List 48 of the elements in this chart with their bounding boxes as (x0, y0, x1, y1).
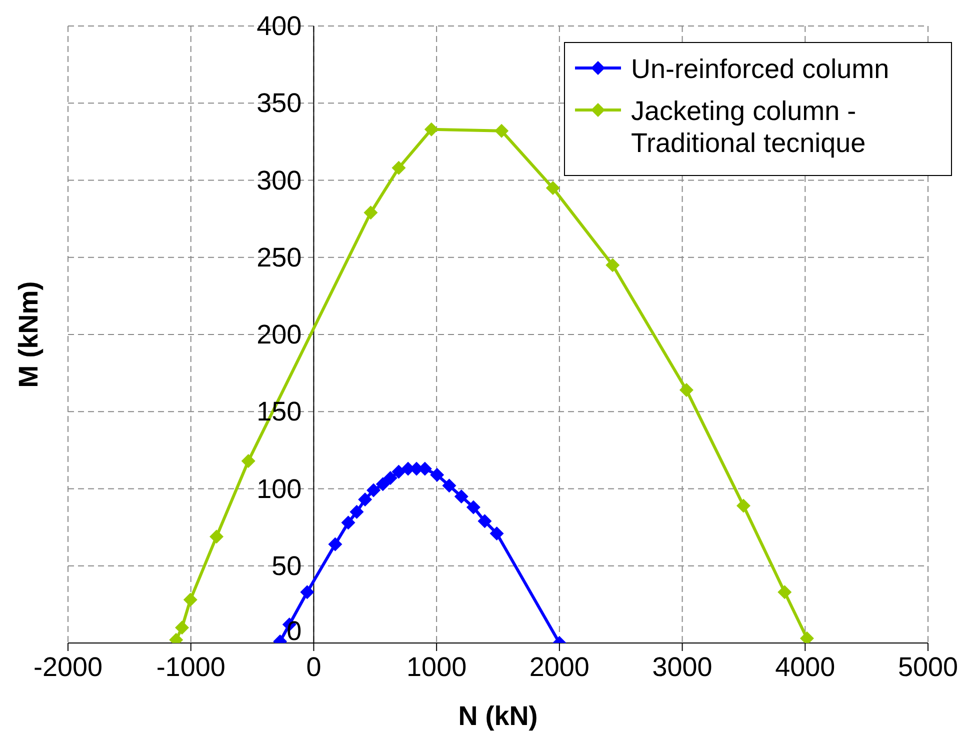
point (490, 526, 504, 540)
point (736, 498, 750, 513)
point (350, 504, 364, 519)
point (430, 468, 444, 482)
legend-label: Jacketing column - Traditional tecnique (631, 95, 867, 159)
point (466, 500, 480, 514)
point (241, 454, 256, 468)
x-tick-label: -2000 (33, 652, 103, 682)
y-tick-label: 400 (256, 11, 302, 41)
point (679, 383, 694, 398)
point (454, 489, 468, 504)
point (494, 124, 509, 138)
point (392, 160, 406, 175)
point (366, 483, 381, 498)
y-tick-label: 0 (286, 616, 302, 646)
point (392, 464, 406, 479)
point (376, 477, 390, 492)
x-tick-label: 5000 (898, 652, 958, 682)
x-tick-label: -1000 (156, 652, 226, 682)
x-tick-label: 0 (306, 652, 322, 682)
point (358, 492, 372, 507)
legend-label: Un-reinforced column (631, 53, 890, 85)
x-tick-label: 3000 (652, 652, 712, 682)
point (210, 530, 224, 544)
x-tick-label: 4000 (775, 652, 836, 682)
y-tick-label: 200 (256, 320, 302, 350)
x-tick-label: 2000 (529, 652, 590, 682)
point (778, 585, 792, 600)
point (478, 514, 492, 528)
y-tick-label: 300 (256, 165, 302, 196)
x-tick-label: 1000 (406, 652, 467, 682)
y-tick-label: 250 (256, 242, 302, 272)
x-axis-title: N (kN) (458, 701, 538, 731)
point (364, 206, 378, 220)
y-axis-title: M (kNm) (14, 281, 44, 388)
point (328, 537, 342, 552)
point (442, 478, 456, 493)
point (183, 592, 198, 607)
point (175, 620, 190, 635)
point (383, 470, 398, 485)
y-tick-label: 350 (256, 88, 302, 118)
y-tick-label: 100 (256, 474, 302, 504)
point (300, 585, 314, 600)
point (606, 258, 620, 272)
point (341, 516, 356, 530)
point (546, 180, 560, 195)
point (424, 122, 438, 136)
y-tick-label: 50 (272, 550, 302, 581)
